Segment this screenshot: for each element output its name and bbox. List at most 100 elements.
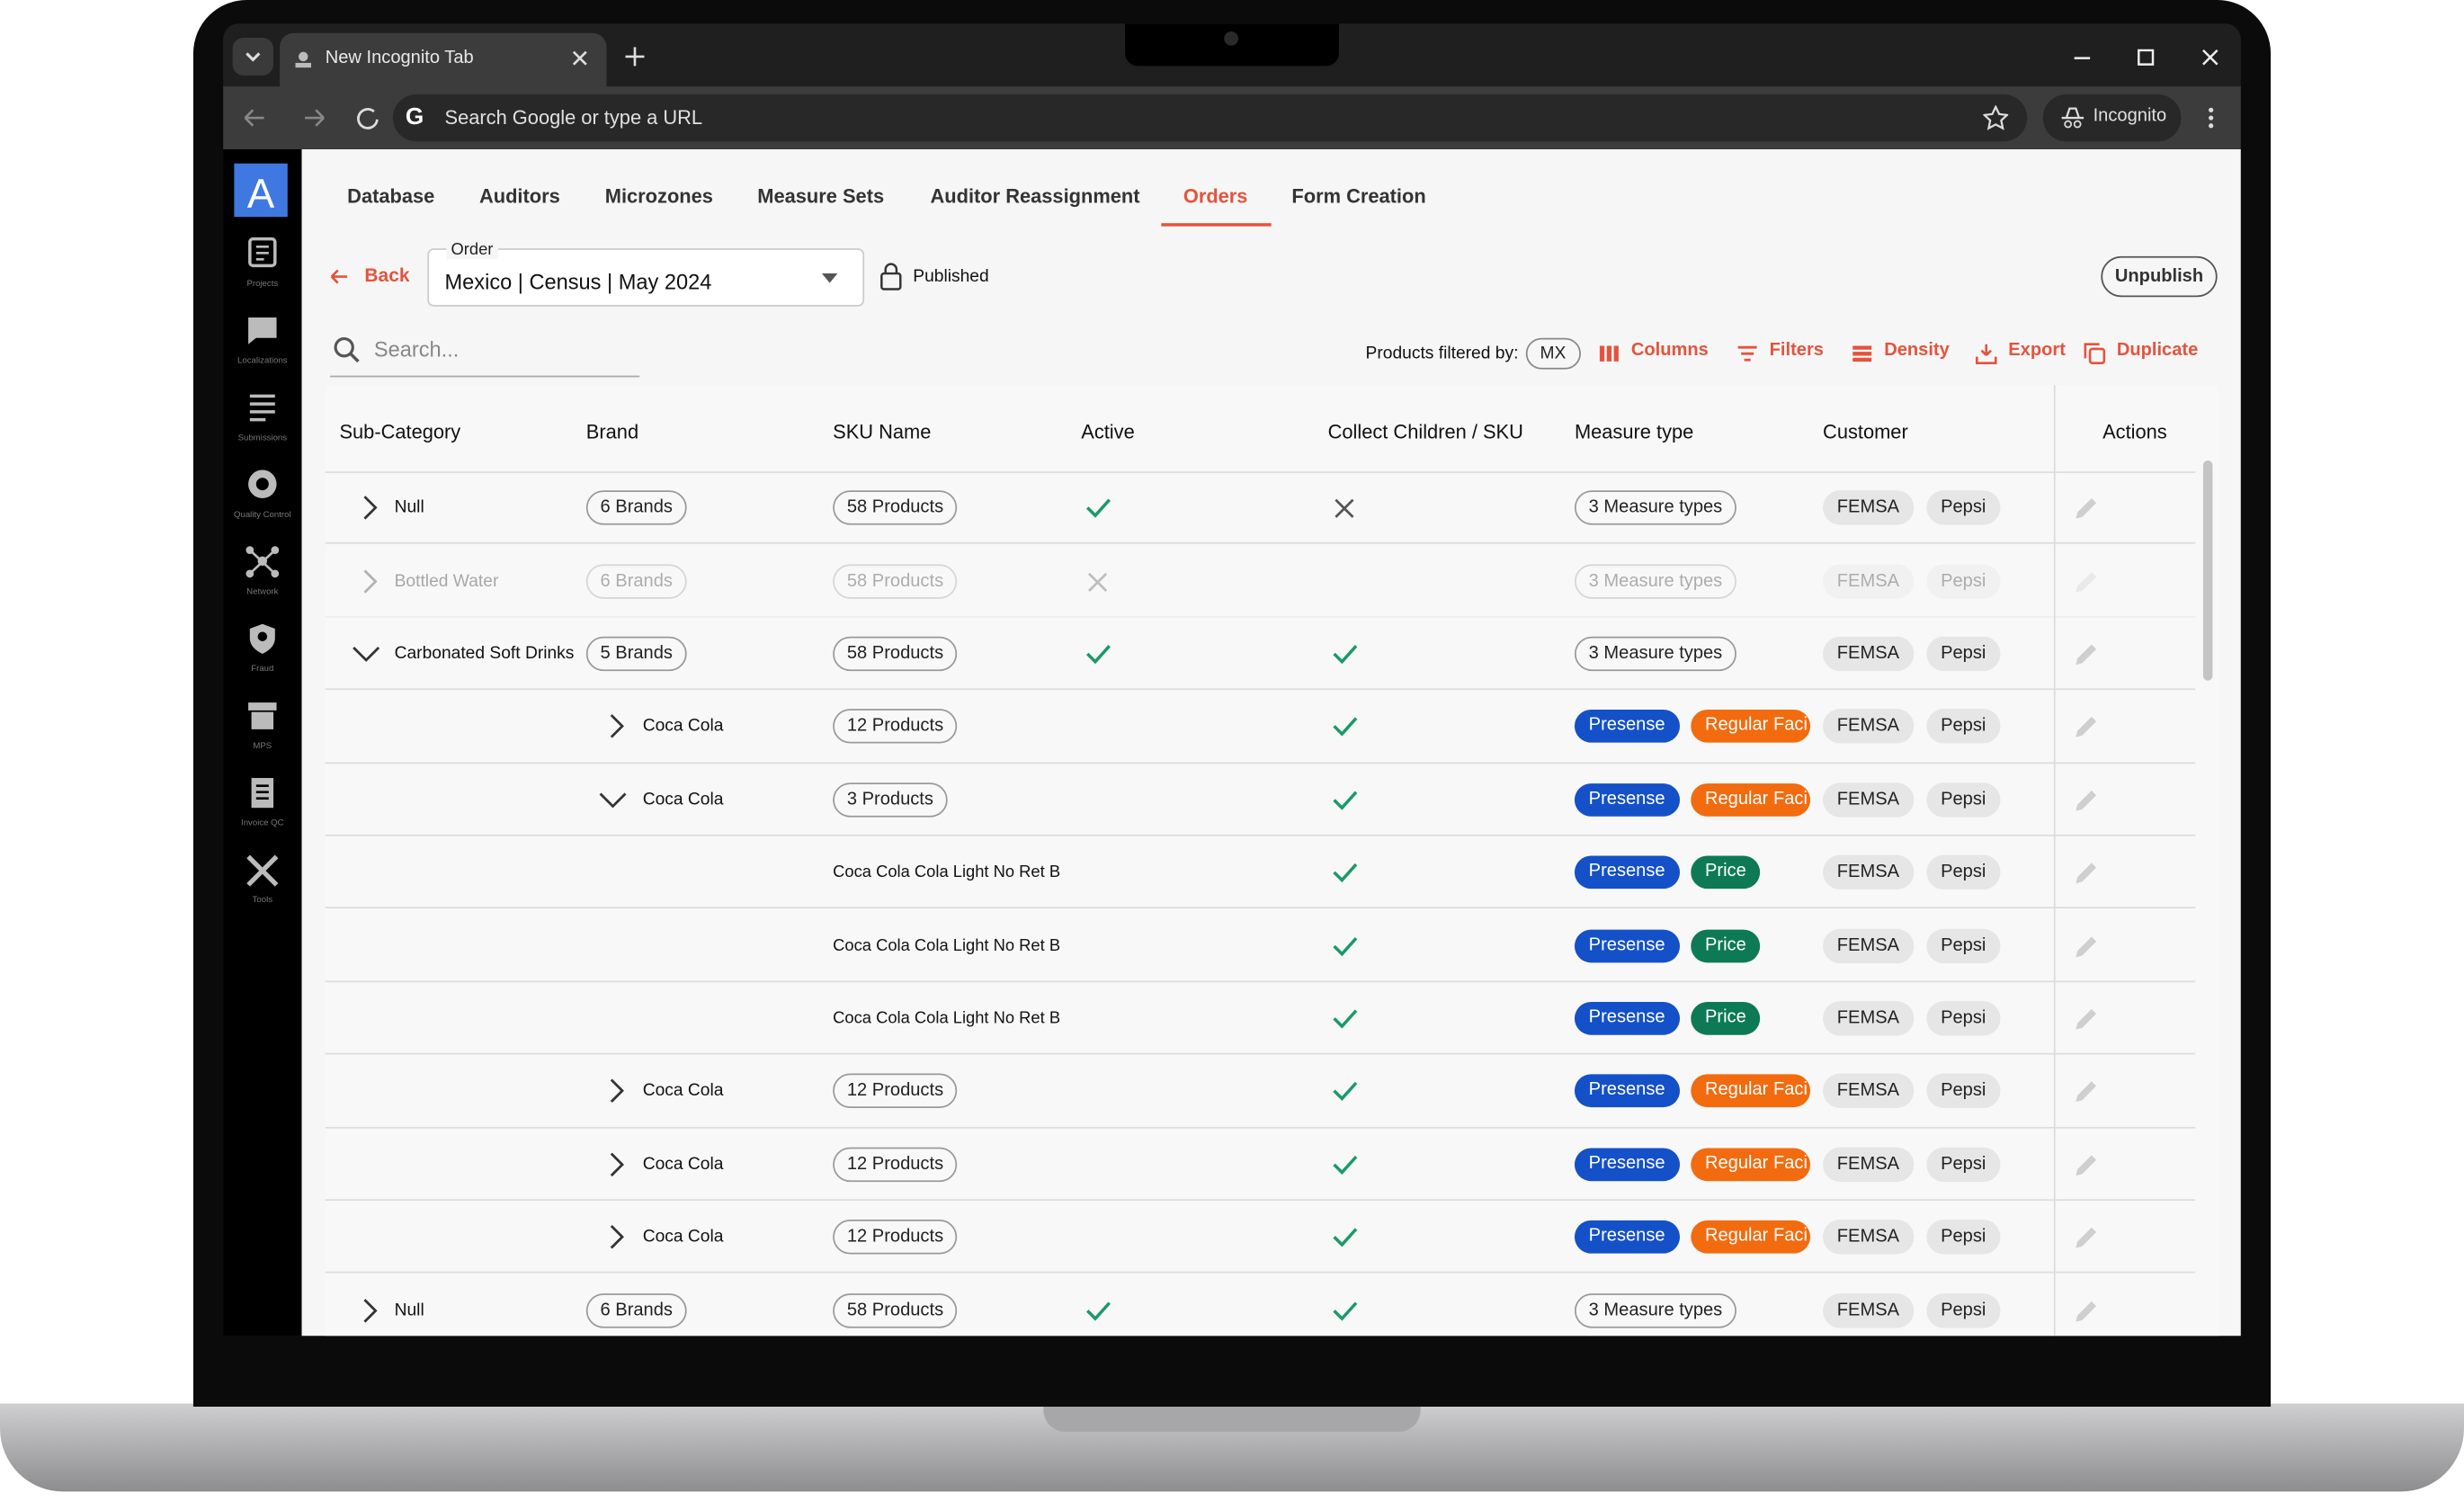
sidebar-icon: [244, 467, 281, 501]
edit-button[interactable]: [2073, 568, 2100, 595]
expand-toggle[interactable]: [603, 712, 631, 740]
nav-tab[interactable]: Measure Sets: [757, 185, 885, 208]
measure-chip[interactable]: 3 Measure types: [1574, 1292, 1736, 1328]
order-select[interactable]: Mexico | Census | May 2024: [427, 248, 865, 307]
column-header[interactable]: Collect Children / SKU: [1327, 421, 1523, 443]
column-header[interactable]: Active: [1081, 421, 1135, 443]
nav-tab[interactable]: Database: [347, 185, 435, 208]
measure-chip[interactable]: 3 Measure types: [1574, 636, 1736, 672]
browser-tab[interactable]: New Incognito Tab: [280, 32, 607, 87]
column-header[interactable]: Measure type: [1574, 421, 1694, 443]
nav-tab[interactable]: Orders: [1183, 185, 1248, 208]
edit-button[interactable]: [2073, 933, 2100, 960]
expand-toggle[interactable]: [357, 494, 385, 522]
expand-toggle[interactable]: [357, 1296, 385, 1324]
edit-button[interactable]: [2073, 1298, 2100, 1325]
customer-chip: Pepsi: [1926, 636, 2001, 672]
sku-chip[interactable]: 58 Products: [833, 490, 958, 525]
sku-chip[interactable]: 12 Products: [833, 1074, 958, 1109]
brand-chip[interactable]: 6 Brands: [585, 490, 687, 525]
collect-status: [1331, 714, 1358, 741]
sidebar-item[interactable]: Localizations: [223, 313, 301, 379]
profile-label: Incognito: [2093, 106, 2167, 126]
sidebar-item[interactable]: Submissions: [223, 389, 301, 455]
edit-button[interactable]: [2073, 1078, 2100, 1105]
measure-tag[interactable]: Regular Faci: [1691, 710, 1811, 744]
edit-button[interactable]: [2073, 1225, 2100, 1252]
sku-chip[interactable]: 12 Products: [833, 1220, 958, 1255]
column-header[interactable]: Customer: [1823, 421, 1908, 443]
measure-tag[interactable]: Regular Faci: [1691, 1148, 1811, 1181]
edit-button[interactable]: [2073, 1151, 2100, 1178]
sku-chip[interactable]: 12 Products: [833, 709, 958, 745]
unpublish-button[interactable]: Unpublish: [2101, 255, 2218, 298]
edit-button[interactable]: [2073, 714, 2100, 741]
sku-chip[interactable]: 58 Products: [833, 1292, 958, 1328]
measure-tag[interactable]: Presense: [1574, 1075, 1680, 1108]
edit-button[interactable]: [2073, 496, 2100, 523]
expand-toggle[interactable]: [352, 639, 380, 667]
table-row: Coca Cola Cola Light No Ret B Presense Pri…: [325, 909, 2196, 982]
sidebar-item[interactable]: Quality Control: [223, 467, 301, 532]
new-tab-button[interactable]: [624, 46, 646, 67]
sidebar-item[interactable]: Fraud: [223, 621, 301, 686]
app-logo[interactable]: A: [234, 163, 288, 218]
customer-chip: FEMSA: [1823, 1074, 1914, 1109]
search-input[interactable]: Search...: [373, 337, 460, 362]
edit-button[interactable]: [2073, 860, 2100, 887]
brand-chip[interactable]: 5 Brands: [585, 636, 687, 672]
brand-chip[interactable]: 6 Brands: [585, 1292, 687, 1328]
sidebar-icon: [244, 774, 281, 809]
measure-tag[interactable]: Presense: [1574, 928, 1680, 962]
omnibox[interactable]: G Search Google or type a URL: [392, 94, 2028, 142]
nav-tab[interactable]: Auditor Reassignment: [930, 185, 1140, 208]
measure-tag[interactable]: Price: [1691, 1001, 1761, 1035]
column-header[interactable]: SKU Name: [833, 421, 932, 443]
column-header[interactable]: Brand: [585, 421, 639, 443]
tab-search-button[interactable]: [232, 37, 274, 76]
sidebar-item[interactable]: Network: [223, 544, 301, 610]
window-controls[interactable]: [2065, 47, 2222, 68]
measure-chip[interactable]: 3 Measure types: [1574, 563, 1736, 599]
measure-tag[interactable]: Regular Faci: [1691, 782, 1811, 817]
measure-tag[interactable]: Regular Faci: [1691, 1075, 1811, 1108]
expand-toggle[interactable]: [599, 785, 627, 813]
measure-tag[interactable]: Presense: [1574, 1001, 1680, 1035]
expand-toggle[interactable]: [603, 1150, 631, 1178]
nav-tab[interactable]: Microzones: [604, 185, 713, 208]
expand-toggle[interactable]: [357, 567, 385, 595]
measure-tag[interactable]: Price: [1691, 855, 1761, 890]
filter-chip[interactable]: MX: [1525, 337, 1581, 370]
grid-action-label: Filters: [1769, 341, 1824, 361]
sku-chip[interactable]: 12 Products: [833, 1147, 958, 1182]
sidebar-item[interactable]: Invoice QC: [223, 774, 301, 840]
column-header[interactable]: Sub-Category: [339, 421, 461, 443]
sku-chip[interactable]: 58 Products: [833, 563, 958, 599]
expand-toggle[interactable]: [603, 1223, 631, 1251]
measure-tag[interactable]: Price: [1691, 928, 1761, 962]
nav-tab[interactable]: Auditors: [478, 185, 560, 208]
measure-tag[interactable]: Presense: [1574, 782, 1680, 817]
edit-button[interactable]: [2073, 787, 2100, 814]
measure-chip[interactable]: 3 Measure types: [1574, 490, 1736, 525]
sidebar-item[interactable]: Projects: [223, 236, 301, 301]
measure-tag[interactable]: Presense: [1574, 1148, 1680, 1181]
customer-chip: Pepsi: [1926, 1220, 2001, 1255]
measure-tag[interactable]: Presense: [1574, 710, 1680, 744]
sidebar-item[interactable]: MPS: [223, 698, 301, 764]
sidebar-item[interactable]: Tools: [223, 852, 301, 917]
sidebar-label: Projects: [246, 280, 279, 290]
sku-chip[interactable]: 58 Products: [833, 636, 958, 672]
column-header[interactable]: Actions: [2102, 421, 2167, 443]
measure-tag[interactable]: Presense: [1574, 855, 1680, 890]
nav-tab[interactable]: Form Creation: [1291, 185, 1426, 208]
edit-button[interactable]: [2073, 641, 2100, 668]
profile-button[interactable]: Incognito: [2042, 94, 2182, 142]
expand-toggle[interactable]: [603, 1077, 631, 1105]
brand-chip[interactable]: 6 Brands: [585, 563, 687, 599]
measure-tag[interactable]: Regular Faci: [1691, 1220, 1811, 1254]
sku-chip[interactable]: 3 Products: [833, 782, 948, 818]
edit-button[interactable]: [2073, 1006, 2100, 1033]
measure-tag[interactable]: Presense: [1574, 1220, 1680, 1254]
